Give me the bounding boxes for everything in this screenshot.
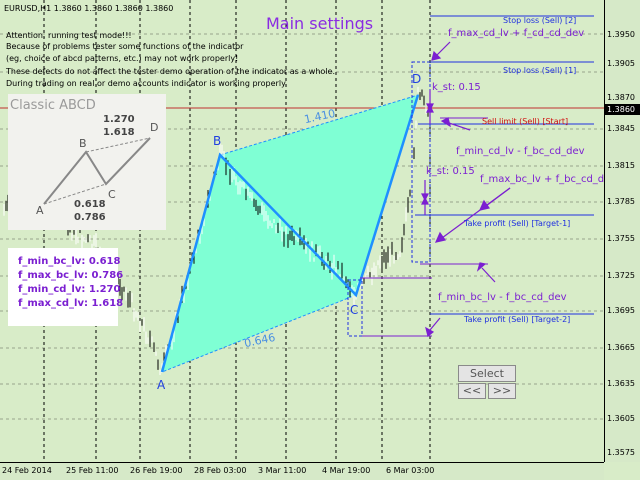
classic-point-a: A [36,204,44,217]
price-label: 1.3815 [607,161,635,170]
annot-k-st-2: k_st: 0.15 [426,166,475,177]
classic-point-c: C [108,188,116,201]
price-label: 1.3725 [607,271,635,280]
price-label: 1.3905 [607,59,635,68]
pattern-point-d: D [412,72,422,86]
chart-header: EURUSD,H1 1.3860 1.3860 1.3860 1.3860 [4,4,174,13]
deviation-boxes [347,61,431,337]
take-profit-1-label: Take profit (Sell) [Target-1] [464,219,571,228]
price-chart[interactable] [0,0,604,462]
level-max-bc: f_max_bc_lv: 0.786 [18,270,124,281]
price-label: 1.3575 [607,448,635,457]
pattern-point-a: A [157,378,166,392]
classic-ratio-bc-min: 0.618 [74,199,106,210]
time-label: 3 Mar 11:00 [258,466,307,475]
select-button[interactable]: Select [458,365,516,382]
price-label: 1.3755 [607,234,635,243]
classic-ratio-cd-min: 1.270 [103,114,135,125]
main-settings-title[interactable]: Main settings [266,14,374,33]
classic-ratio-bc-max: 0.786 [74,212,106,223]
pattern-legs [160,94,420,373]
annot-max-bc-plus: f_max_bc_lv + f_bc_cd_dev [480,174,617,185]
notice-line-1: Attention, running test mode!!! [6,31,132,40]
time-label: 25 Feb 11:00 [66,466,119,475]
time-label: 26 Feb 19:00 [130,466,183,475]
time-label: 6 Mar 03:00 [386,466,435,475]
price-label: 1.3870 [607,93,635,102]
annot-min-bc-minus: f_min_bc_lv - f_bc_cd_dev [438,292,567,303]
price-axis[interactable] [604,0,640,462]
prev-pattern-button[interactable]: << [458,383,486,399]
price-label: 1.3605 [607,414,635,423]
take-profit-2-label: Take profit (Sell) [Target-2] [464,315,571,324]
time-axis[interactable] [0,462,604,480]
sell-limit-label: Sell limit (Sell) [Start] [482,117,569,126]
classic-ratio-cd-max: 1.618 [103,127,135,138]
price-label: 1.3665 [607,343,635,352]
annotation-arrows [421,41,511,338]
notice-line-5: During trading on real or demo accounts … [6,79,288,88]
level-lines [360,15,594,337]
classic-point-b: B [79,137,87,150]
level-max-cd: f_max_cd_lv: 1.618 [18,298,124,309]
price-label: 1.3695 [607,306,635,315]
pattern-point-c: C [350,303,359,317]
level-min-cd: f_min_cd_lv: 1.270 [18,284,121,295]
notice-line-4: These defects do not affect the tester d… [6,67,335,76]
time-label: 28 Feb 03:00 [194,466,247,475]
time-label: 24 Feb 2014 [2,466,52,475]
stop-loss-1-label: Stop loss (Sell) [1] [503,66,577,75]
pattern-point-b: B [213,134,222,148]
annot-min-cd-minus: f_min_cd_lv - f_bc_cd_dev [456,146,585,157]
price-label: 1.3785 [607,197,635,206]
levels-panel [8,248,118,326]
time-label: 4 Mar 19:00 [322,466,371,475]
price-label: 1.3845 [607,124,635,133]
notice-line-3: (eg, choice of abcd patterns, etc.) may … [6,54,239,63]
price-label: 1.3950 [607,30,635,39]
classic-abcd-diagram [43,137,151,205]
classic-abcd-panel [8,94,166,230]
notice-line-2: Because of problems tester some function… [6,42,244,51]
level-min-bc: f_min_bc_lv: 0.618 [18,256,121,267]
classic-abcd-title: Classic ABCD [10,98,96,113]
price-label: 1.3635 [607,379,635,388]
annot-k-st-1: k_st: 0.15 [432,82,481,93]
classic-point-d: D [150,121,159,134]
stop-loss-2-label: Stop loss (Sell) [2] [503,16,577,25]
current-price-badge: 1.3860 [605,104,640,115]
annot-max-cd-plus: f_max_cd_lv + f_cd_cd_dev [448,28,585,39]
next-pattern-button[interactable]: >> [488,383,516,399]
